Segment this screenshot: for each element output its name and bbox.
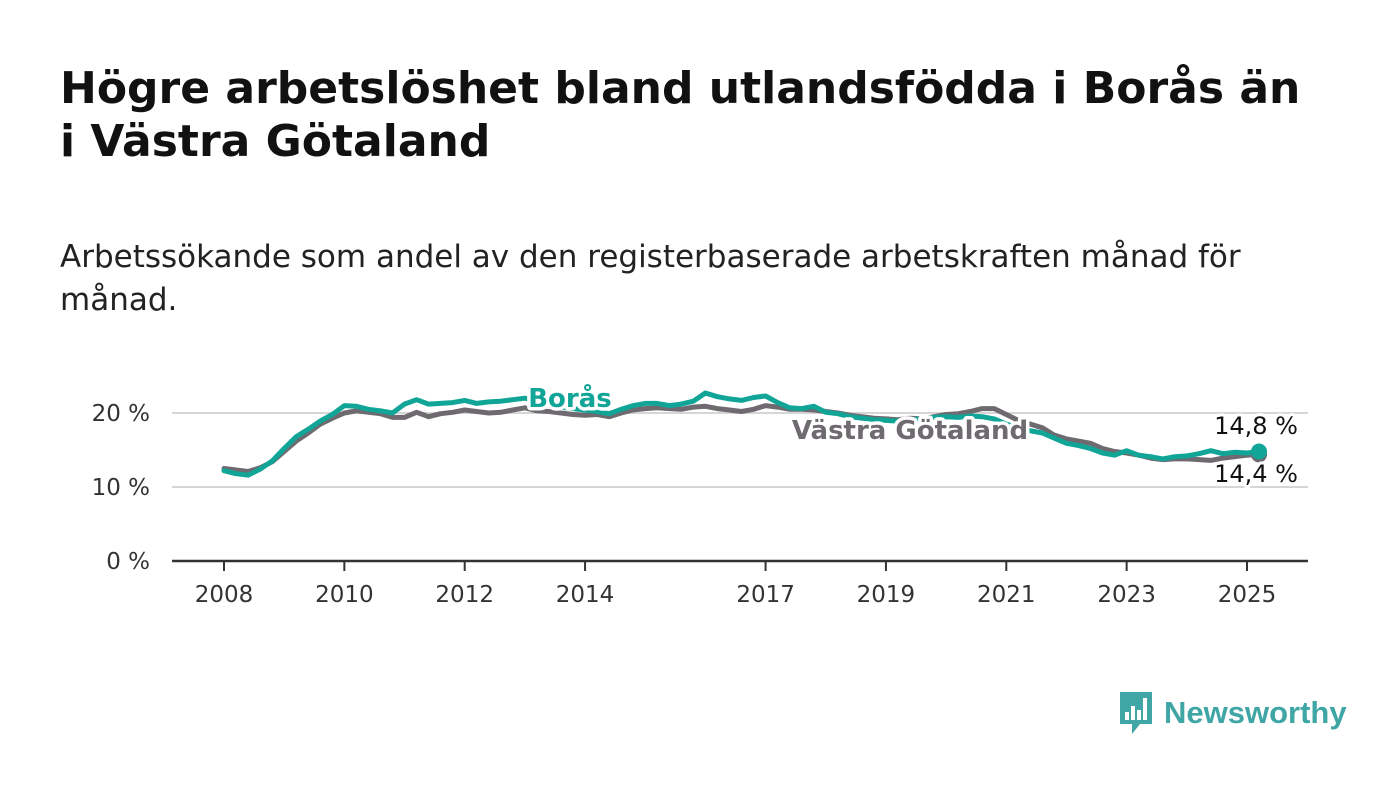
x-tick-label: 2019	[857, 582, 916, 608]
x-tick-label: 2017	[736, 582, 795, 608]
chart-title: Högre arbetslöshet bland utlandsfödda i …	[60, 63, 1301, 167]
x-tick-label: 2010	[315, 582, 374, 608]
end-value-label: 14,4 %	[1214, 460, 1298, 488]
y-tick-label: 10 %	[92, 475, 150, 501]
x-tick-label: 2014	[556, 582, 615, 608]
series-name-label: Västra Götaland	[792, 416, 1028, 446]
grid-lines	[172, 412, 1308, 488]
x-tick-label: 2023	[1097, 582, 1156, 608]
series-name-label: Borås	[528, 382, 612, 414]
x-tick-label: 2012	[435, 582, 494, 608]
y-tick-label: 0 %	[106, 549, 150, 575]
x-tick-label: 2025	[1218, 582, 1277, 608]
chart-labels: 0 % 10 % 20 % 2008 2010 2012 2014 2017 2019 2021 2…	[92, 379, 1301, 609]
series-line-v-stra-g-taland	[221, 403, 1262, 474]
y-tick-label: 20 %	[92, 401, 150, 427]
chart-subtitle: Arbetssökande som andel av den registerb…	[60, 239, 1241, 318]
end-point-bor-s	[1251, 443, 1268, 460]
newsworthy-logo[interactable]: Newsworthy	[1118, 690, 1347, 736]
x-tick-label: 2008	[195, 582, 254, 608]
x-axis	[172, 559, 1308, 571]
newsworthy-logo-icon	[1120, 692, 1152, 734]
x-tick-label: 2021	[977, 582, 1036, 608]
end-value-label: 14,8 %	[1214, 412, 1298, 440]
newsworthy-logo-text: Newsworthy	[1164, 695, 1347, 730]
series-lines	[221, 390, 1268, 478]
series-line-bor-s	[221, 390, 1262, 478]
